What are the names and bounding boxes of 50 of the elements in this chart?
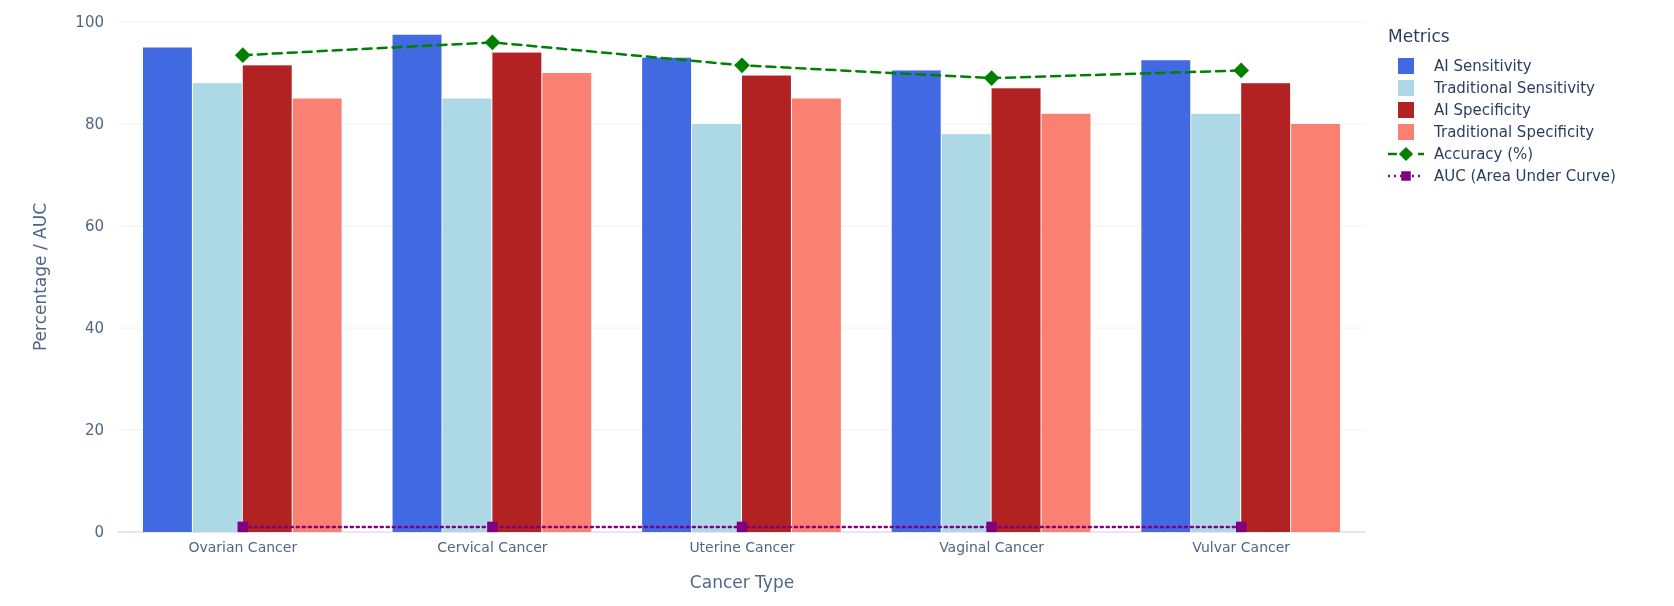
x-axis-title: Cancer Type: [689, 572, 795, 592]
bar: [791, 98, 841, 532]
bar: [442, 98, 492, 532]
legend-label: AI Specificity: [1434, 101, 1531, 120]
legend-label: Traditional Sensitivity: [1433, 79, 1596, 98]
y-axis-title: Percentage / AUC: [30, 202, 50, 352]
point: [1235, 521, 1247, 533]
y-tick-label: 100: [75, 13, 104, 32]
point: [983, 70, 1000, 86]
legend-label: Traditional Specificity: [1433, 123, 1595, 142]
legend-label: Accuracy (%): [1434, 145, 1534, 164]
bar: [941, 134, 991, 532]
bar: [1241, 83, 1291, 532]
point: [1233, 62, 1250, 79]
bar: [891, 70, 941, 532]
point: [487, 521, 498, 533]
legend-label: AUC (Area Under Curve): [1434, 167, 1616, 186]
point: [484, 34, 501, 51]
bar: [991, 88, 1041, 532]
x-tick-label: Vaginal Cancer: [939, 539, 1045, 555]
bar: [1141, 60, 1191, 532]
bar: [742, 75, 791, 532]
x-tick-label: Ovarian Cancer: [188, 539, 298, 555]
point: [237, 521, 249, 533]
y-tick-label: 80: [84, 115, 104, 134]
bar: [292, 98, 342, 532]
bar: [392, 34, 442, 532]
y-tick-label: 60: [84, 217, 104, 236]
legend-label: AI Sensitivity: [1434, 57, 1532, 76]
legend-title: Metrics: [1388, 26, 1450, 46]
point: [734, 57, 750, 74]
point: [736, 521, 748, 533]
bar: [1291, 124, 1341, 532]
x-tick-label: Vulvar Cancer: [1192, 539, 1291, 555]
bar: [692, 124, 741, 532]
bar: [142, 47, 192, 532]
y-tick-label: 20: [84, 421, 104, 440]
y-tick-label: 0: [94, 523, 104, 542]
y-tick-label: 40: [84, 319, 104, 338]
bar: [242, 65, 292, 532]
bar: [192, 83, 242, 532]
bar: [542, 73, 592, 532]
x-tick-label: Uterine Cancer: [689, 539, 795, 555]
point: [234, 47, 251, 64]
bar: [492, 52, 542, 532]
x-tick-label: Cervical Cancer: [437, 539, 548, 555]
bar: [642, 57, 692, 532]
bar: [1191, 113, 1241, 532]
bar: [1041, 113, 1091, 532]
point: [986, 521, 997, 533]
